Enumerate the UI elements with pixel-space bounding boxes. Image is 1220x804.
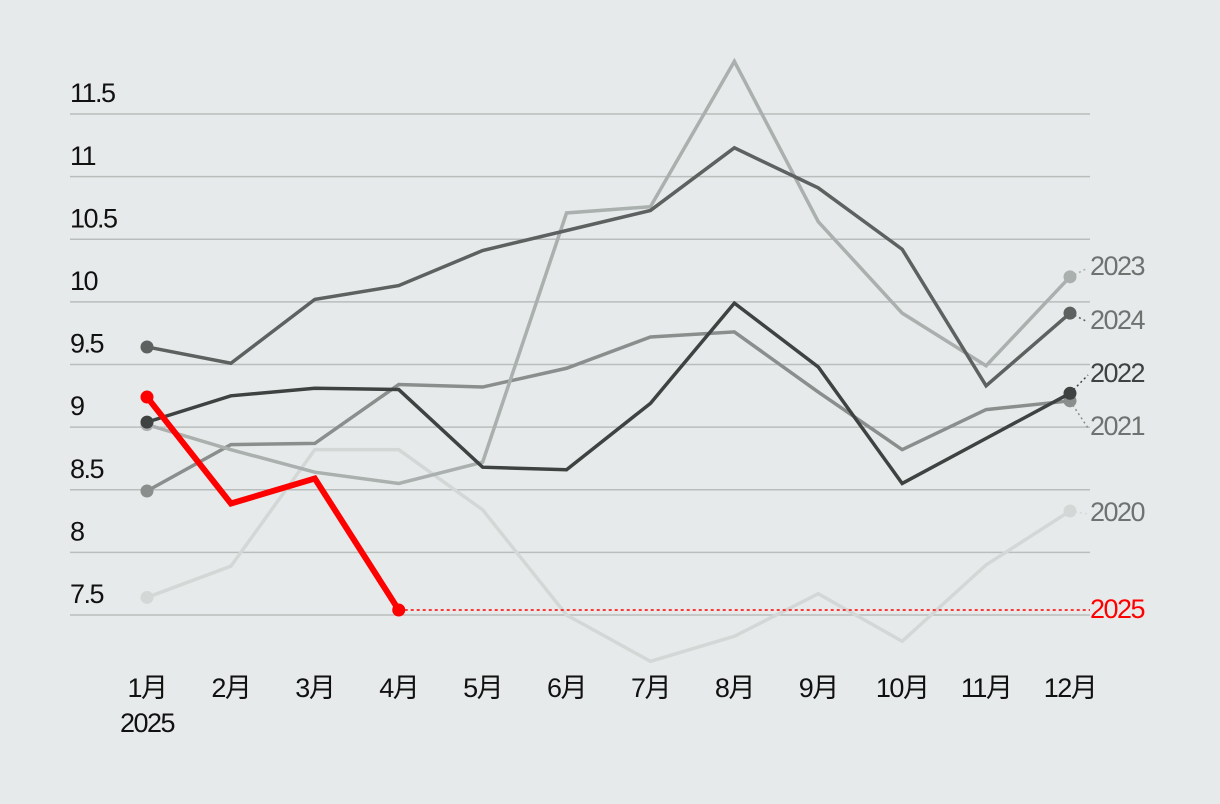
y-tick-label: 11: [70, 141, 96, 171]
x-tick-label: 1月: [127, 673, 166, 703]
y-tick-label: 9: [70, 391, 84, 421]
y-tick-label: 7.5: [70, 579, 104, 609]
x-tick-label: 7月: [631, 673, 670, 703]
legend-label: 2020: [1090, 497, 1145, 527]
legend-label: 2021: [1090, 411, 1145, 441]
end-dot: [1063, 270, 1077, 284]
series-line: [146, 447, 1071, 664]
x-tick-label: 4月: [379, 673, 418, 703]
series-line: [146, 57, 1072, 486]
y-tick-label: 8: [70, 516, 84, 546]
x-tick-label: 11月: [961, 673, 1012, 703]
label-connector: [1069, 267, 1089, 278]
end-dot: [1063, 386, 1077, 400]
x-tick-label: 3月: [295, 673, 334, 703]
x-tick-label: 2月: [211, 673, 250, 703]
end-dot: [392, 603, 406, 617]
end-dot: [140, 340, 154, 354]
end-dot: [140, 390, 154, 404]
label-connector: [1069, 374, 1089, 394]
x-tick-label: 6月: [547, 673, 586, 703]
x-tick-label: 12月: [1044, 673, 1097, 703]
y-tick-label: 8.5: [70, 454, 104, 484]
end-dot: [1063, 504, 1077, 518]
y-tick-label: 10: [70, 266, 98, 296]
end-dot: [140, 415, 154, 429]
series-line: [146, 300, 1071, 486]
legend-label: 2023: [1090, 251, 1145, 281]
legend-label: 2022: [1090, 358, 1145, 388]
end-dot: [140, 484, 154, 498]
end-dot: [140, 590, 154, 604]
y-tick-label: 10.5: [70, 203, 117, 233]
x-year-label: 2025: [120, 708, 175, 738]
series-line: [144, 395, 402, 612]
end-dot: [1063, 306, 1077, 320]
series-line: [146, 330, 1071, 493]
x-tick-label: 8月: [715, 673, 754, 703]
label-connector: [1069, 312, 1089, 323]
series-line: [146, 145, 1072, 389]
legend-label: 2025: [1090, 594, 1145, 624]
label-connector: [1069, 510, 1089, 515]
y-tick-label: 11.5: [70, 78, 115, 108]
legend-label: 2024: [1090, 305, 1146, 335]
x-tick-label: 9月: [799, 673, 838, 703]
y-tick-label: 9.5: [70, 329, 104, 359]
x-tick-label: 10月: [876, 673, 929, 703]
x-tick-label: 5月: [463, 673, 502, 703]
